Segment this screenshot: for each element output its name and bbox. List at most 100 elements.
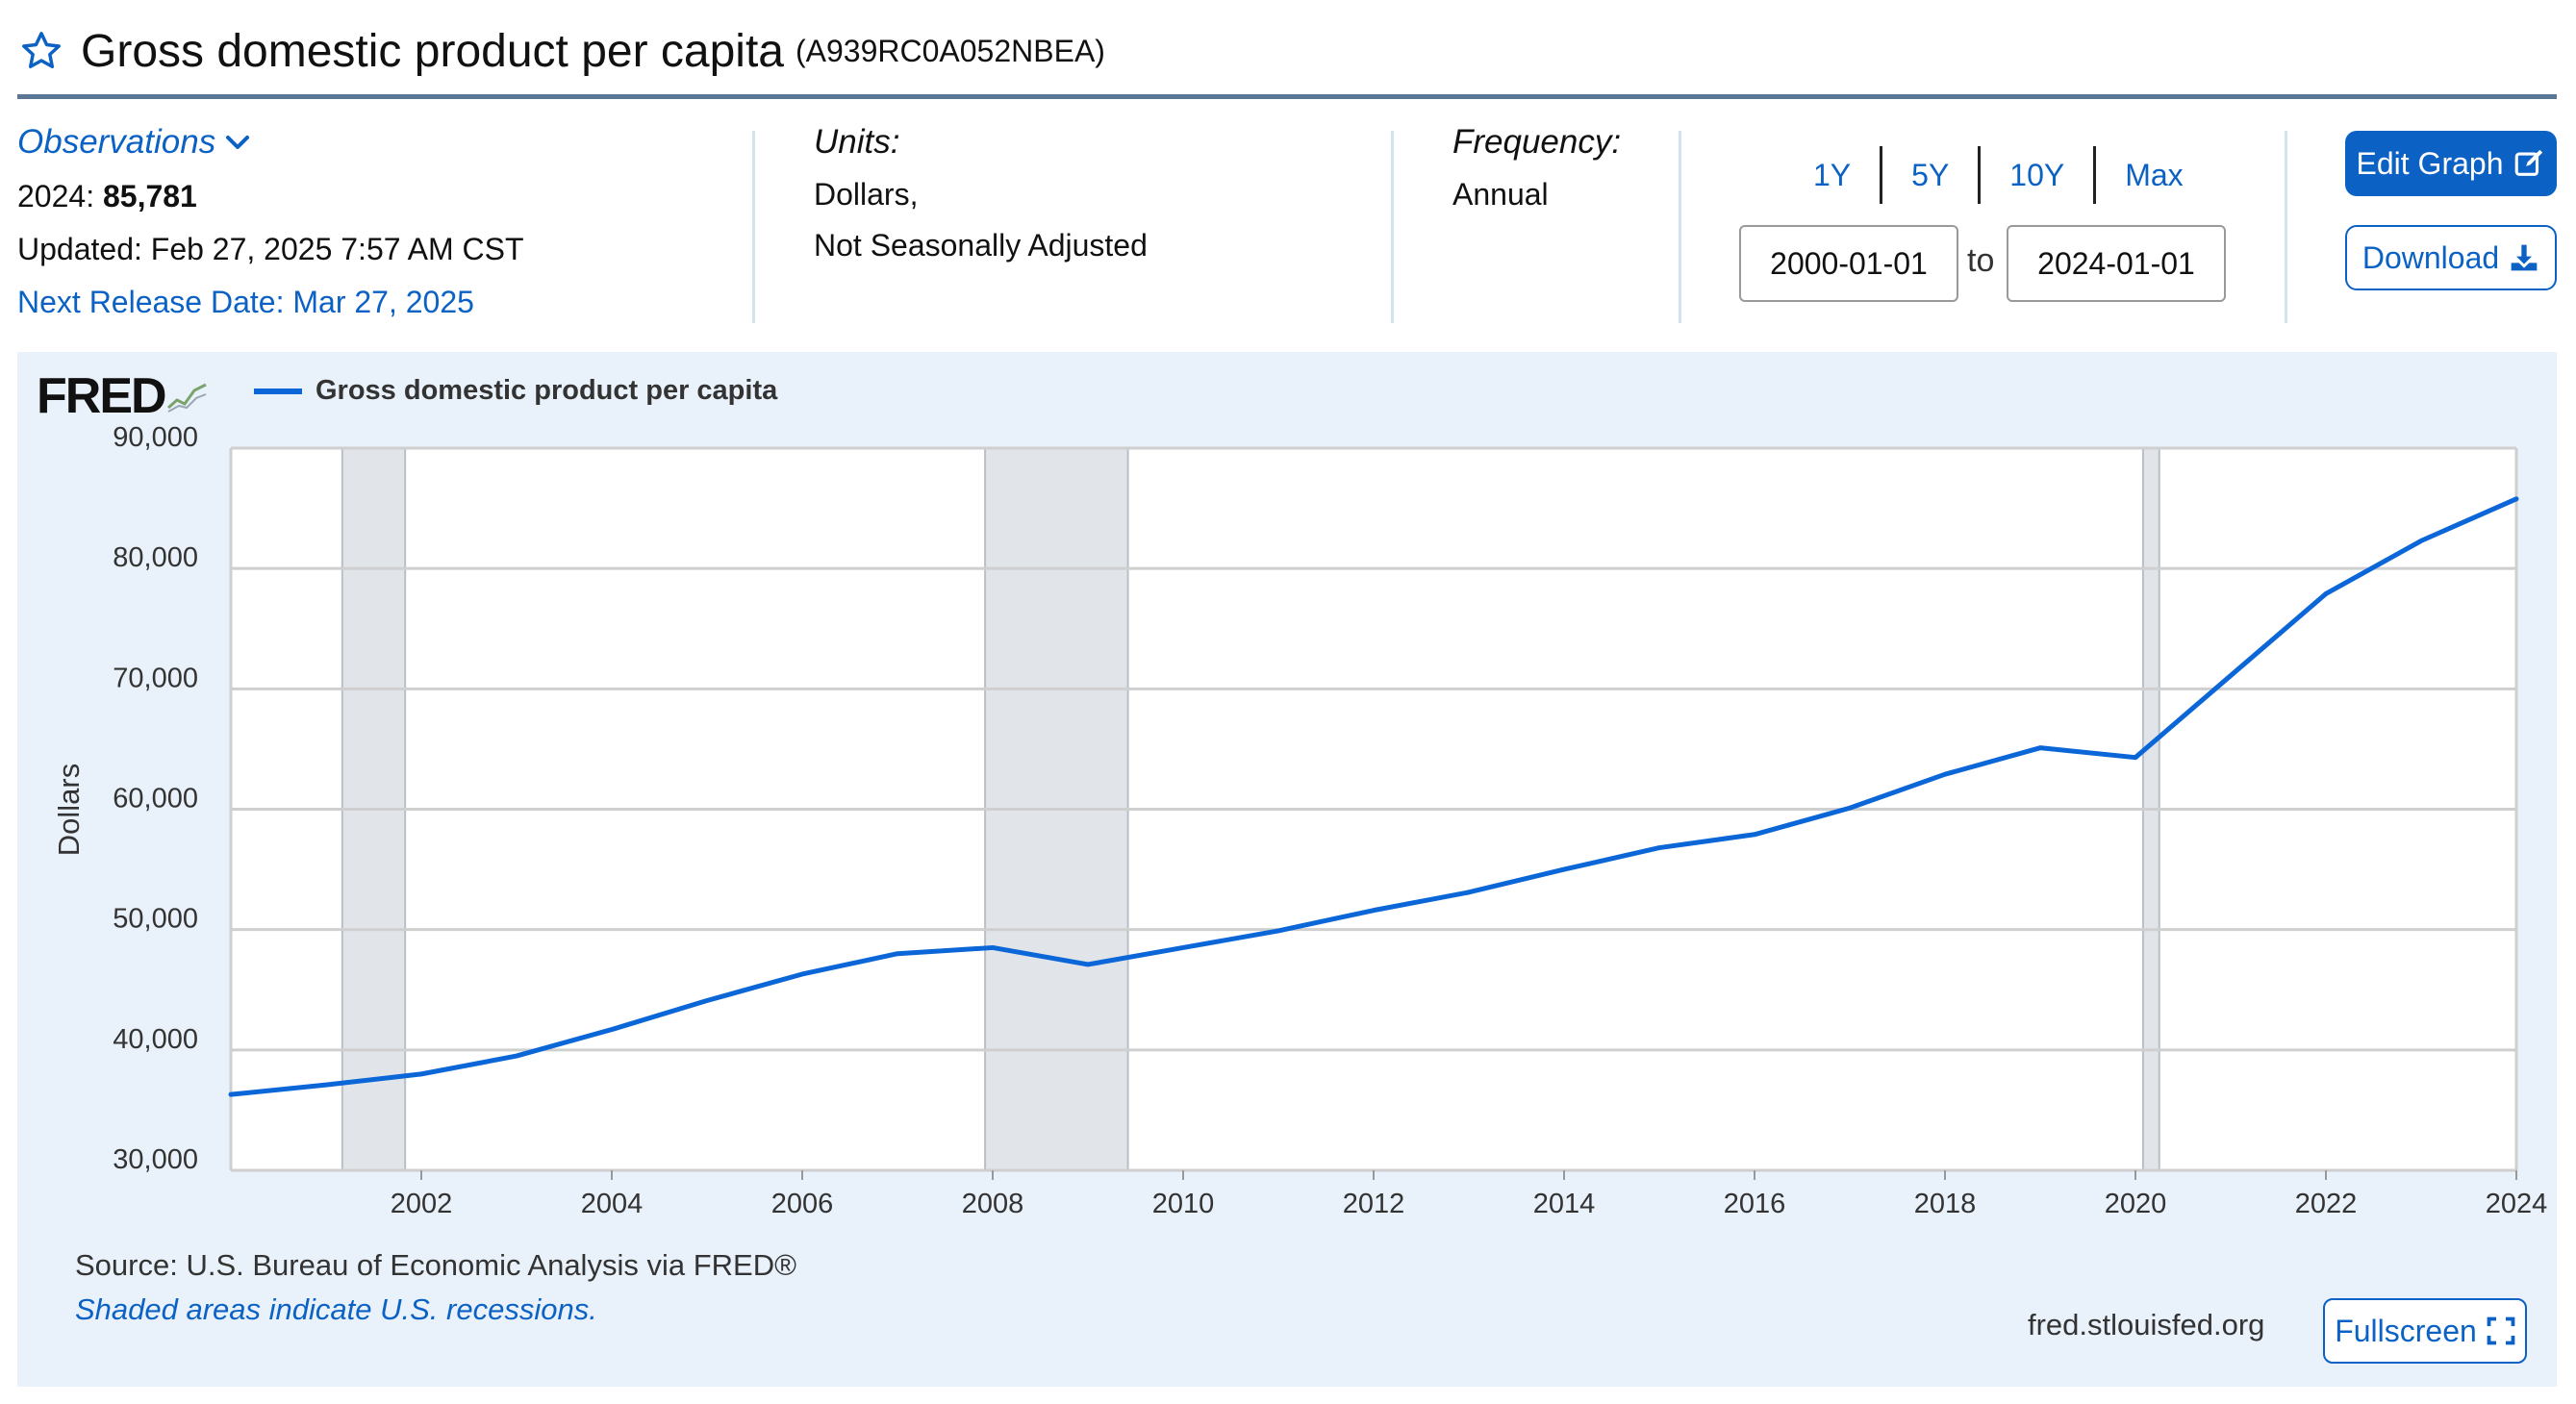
fullscreen-icon bbox=[2487, 1316, 2515, 1345]
range-10y-button[interactable]: 10Y bbox=[2009, 157, 2065, 192]
download-label: Download bbox=[2361, 239, 2500, 275]
star-icon[interactable] bbox=[17, 27, 65, 75]
data-point bbox=[419, 1071, 423, 1076]
range-separator bbox=[1978, 146, 1982, 204]
line-chart[interactable]: 30,000 40,000 50,000 60,000 70,000 80,000 90,0… bbox=[17, 352, 2557, 1237]
y-tick-label: 80,000 bbox=[113, 542, 198, 573]
legend-label: Gross domestic product per capita bbox=[316, 375, 778, 406]
data-point bbox=[705, 998, 709, 1003]
recession-note-link[interactable]: Shaded areas indicate U.S. recessions. bbox=[75, 1292, 597, 1326]
x-tick-label: 2014 bbox=[1533, 1189, 1596, 1219]
trend-chart-icon bbox=[164, 379, 210, 414]
data-point bbox=[896, 951, 899, 956]
data-point bbox=[1657, 845, 1661, 850]
units-label: Units: bbox=[814, 123, 900, 161]
x-tick-label: 2018 bbox=[1914, 1189, 1977, 1219]
data-point bbox=[1181, 945, 1185, 950]
range-max-button[interactable]: Max bbox=[2125, 157, 2184, 192]
units-panel: Units: Dollars, Not Seasonally Adjusted bbox=[814, 123, 1148, 263]
x-tick-label: 2016 bbox=[1724, 1189, 1786, 1219]
page-title: Gross domestic product per capita bbox=[81, 25, 784, 77]
range-5y-button[interactable]: 5Y bbox=[1911, 157, 1950, 192]
title-divider bbox=[17, 94, 2557, 99]
range-separator bbox=[2093, 146, 2097, 204]
data-point bbox=[2038, 745, 2042, 750]
x-tick-label: 2010 bbox=[1152, 1189, 1215, 1219]
units-line-1: Dollars, bbox=[814, 177, 919, 212]
x-tick-label: 2024 bbox=[2486, 1189, 2548, 1219]
data-point bbox=[2229, 673, 2233, 678]
latest-observation: 2024: 85,781 bbox=[17, 179, 524, 214]
date-range-to-label: to bbox=[1967, 242, 1995, 279]
x-tick-label: 2022 bbox=[2295, 1189, 2358, 1219]
frequency-panel: Frequency: Annual bbox=[1452, 123, 1621, 213]
download-button[interactable]: Download bbox=[2345, 225, 2557, 290]
data-point bbox=[800, 971, 804, 976]
observations-panel: Observations 2024: 85,781 Updated: Feb 2… bbox=[17, 123, 524, 320]
range-buttons: 1Y 5Y 10Y Max bbox=[1784, 146, 2212, 204]
x-tick-label: 2008 bbox=[962, 1189, 1024, 1219]
y-tick-label: 90,000 bbox=[113, 422, 198, 453]
data-point bbox=[2324, 591, 2328, 596]
x-tick-label: 2012 bbox=[1343, 1189, 1405, 1219]
observations-label: Observations bbox=[17, 123, 216, 161]
data-point bbox=[324, 1083, 328, 1088]
y-tick-label: 50,000 bbox=[113, 904, 198, 935]
column-divider bbox=[752, 131, 755, 323]
data-point bbox=[2134, 755, 2137, 760]
edit-icon bbox=[2515, 149, 2543, 176]
data-point bbox=[515, 1054, 518, 1059]
data-point bbox=[1276, 928, 1280, 933]
page-header: Gross domestic product per capita (A939R… bbox=[17, 17, 1105, 85]
fred-logo: FRED bbox=[37, 367, 210, 425]
data-point bbox=[1943, 772, 1947, 777]
fred-logo-text: FRED bbox=[37, 368, 167, 424]
fullscreen-label: Fullscreen bbox=[2335, 1313, 2477, 1348]
data-point bbox=[1753, 832, 1756, 837]
range-separator bbox=[1880, 146, 1883, 204]
series-id: (A939RC0A052NBEA) bbox=[796, 33, 1105, 68]
chart-legend: Gross domestic product per capita bbox=[254, 375, 777, 407]
y-tick-label: 60,000 bbox=[113, 784, 198, 815]
data-point bbox=[1848, 806, 1852, 811]
column-divider bbox=[2285, 131, 2287, 323]
x-tick-label: 2006 bbox=[771, 1189, 834, 1219]
end-date-input[interactable]: 2024-01-01 bbox=[2007, 225, 2226, 302]
y-axis-label: Dollars bbox=[52, 764, 86, 856]
start-date-input[interactable]: 2000-01-01 bbox=[1739, 225, 1958, 302]
y-tick-label: 40,000 bbox=[113, 1024, 198, 1055]
data-point bbox=[2514, 496, 2518, 501]
range-1y-button[interactable]: 1Y bbox=[1813, 157, 1852, 192]
updated-date: Updated: Feb 27, 2025 7:57 AM CST bbox=[17, 232, 524, 266]
edit-graph-button[interactable]: Edit Graph bbox=[2345, 131, 2557, 196]
data-point bbox=[1467, 890, 1471, 894]
column-divider bbox=[1679, 131, 1681, 323]
fullscreen-button[interactable]: Fullscreen bbox=[2323, 1298, 2527, 1364]
x-tick-label: 2002 bbox=[391, 1189, 453, 1219]
units-line-2: Not Seasonally Adjusted bbox=[814, 228, 1148, 263]
data-point bbox=[1086, 962, 1090, 966]
chart-panel: 30,000 40,000 50,000 60,000 70,000 80,000 90,0… bbox=[17, 352, 2557, 1387]
data-point bbox=[1562, 867, 1566, 872]
frequency-label: Frequency: bbox=[1452, 123, 1622, 161]
source-note: Source: U.S. Bureau of Economic Analysis… bbox=[75, 1248, 796, 1282]
edit-graph-label: Edit Graph bbox=[2356, 145, 2504, 181]
y-tick-label: 30,000 bbox=[113, 1144, 198, 1175]
data-point bbox=[2419, 539, 2423, 543]
latest-value: 85,781 bbox=[102, 179, 197, 213]
legend-swatch bbox=[254, 388, 302, 394]
latest-period: 2024: bbox=[17, 179, 103, 213]
y-tick-label: 70,000 bbox=[113, 663, 198, 693]
column-divider bbox=[1391, 131, 1394, 323]
x-tick-label: 2004 bbox=[581, 1189, 644, 1219]
observations-dropdown[interactable]: Observations bbox=[17, 123, 524, 162]
data-point bbox=[1372, 908, 1376, 913]
next-release-link[interactable]: Next Release Date: Mar 27, 2025 bbox=[17, 285, 474, 319]
frequency-value: Annual bbox=[1452, 177, 1549, 212]
x-tick-label: 2020 bbox=[2105, 1189, 2167, 1219]
data-point bbox=[229, 1092, 233, 1097]
fred-url: fred.stlouisfed.org bbox=[2028, 1308, 2265, 1341]
data-point bbox=[610, 1027, 614, 1032]
data-point bbox=[991, 945, 995, 950]
chevron-down-icon bbox=[226, 136, 250, 149]
